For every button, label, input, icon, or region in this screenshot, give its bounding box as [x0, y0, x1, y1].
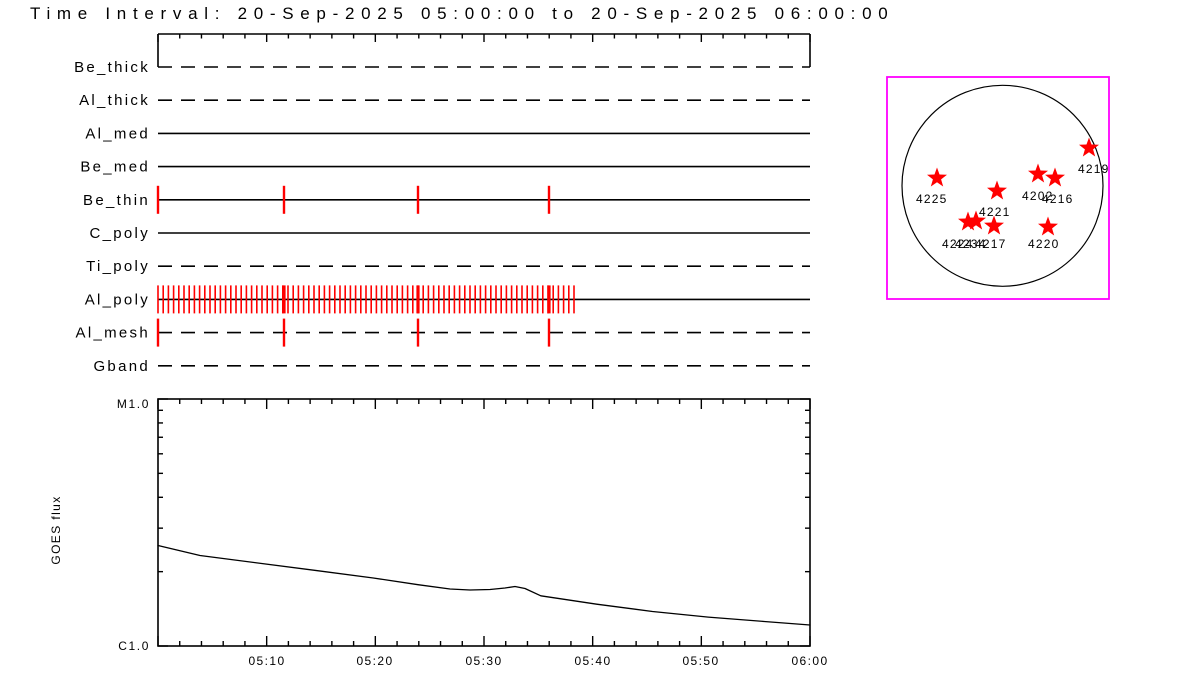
- svg-text:4219: 4219: [1078, 162, 1110, 176]
- svg-text:GOES flux: GOES flux: [49, 495, 63, 564]
- svg-text:4216: 4216: [1042, 192, 1074, 206]
- svg-text:M1.0: M1.0: [117, 397, 150, 411]
- svg-text:4217: 4217: [975, 237, 1007, 251]
- svg-text:Be_thin: Be_thin: [83, 192, 150, 209]
- svg-text:Ti_poly: Ti_poly: [86, 258, 150, 275]
- svg-text:Al_thick: Al_thick: [79, 92, 150, 109]
- svg-text:4220: 4220: [1028, 237, 1060, 251]
- svg-text:Al_med: Al_med: [85, 125, 150, 142]
- svg-text:Al_poly: Al_poly: [85, 291, 150, 308]
- svg-text:06:00: 06:00: [791, 654, 828, 668]
- svg-text:Be_thick: Be_thick: [74, 59, 150, 76]
- svg-text:Be_med: Be_med: [80, 159, 150, 176]
- svg-text:Gband: Gband: [93, 358, 150, 375]
- svg-text:C_poly: C_poly: [90, 225, 151, 242]
- svg-text:4225: 4225: [916, 192, 948, 206]
- svg-text:05:20: 05:20: [356, 654, 393, 668]
- svg-text:05:30: 05:30: [465, 654, 502, 668]
- svg-text:05:40: 05:40: [574, 654, 611, 668]
- svg-text:Al_mesh: Al_mesh: [76, 325, 150, 342]
- svg-text:4221: 4221: [979, 205, 1011, 219]
- svg-text:C1.0: C1.0: [118, 639, 150, 653]
- svg-text:Time Interval: 20-Sep-2025 05:: Time Interval: 20-Sep-2025 05:00:00 to 2…: [30, 4, 894, 23]
- svg-text:05:10: 05:10: [248, 654, 285, 668]
- svg-text:05:50: 05:50: [682, 654, 719, 668]
